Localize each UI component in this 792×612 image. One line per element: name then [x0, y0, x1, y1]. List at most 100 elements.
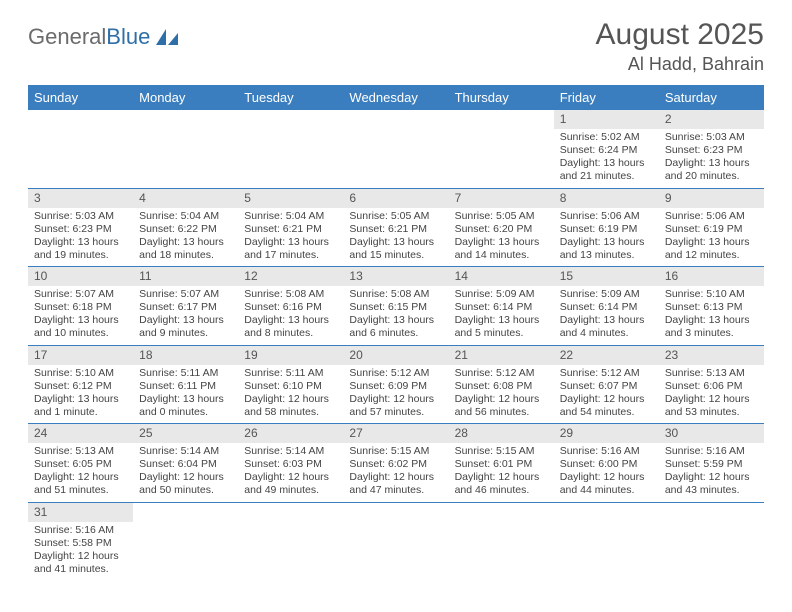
- sunset-line: Sunset: 5:58 PM: [34, 537, 127, 550]
- day-body: Sunrise: 5:12 AMSunset: 6:07 PMDaylight:…: [554, 365, 659, 424]
- sunrise-line: Sunrise: 5:05 AM: [349, 210, 442, 223]
- day-number: 31: [28, 503, 133, 522]
- calendar-cell: 13Sunrise: 5:08 AMSunset: 6:15 PMDayligh…: [343, 267, 448, 346]
- sunrise-line: Sunrise: 5:16 AM: [665, 445, 758, 458]
- calendar-cell: [133, 110, 238, 188]
- sunset-line: Sunset: 6:02 PM: [349, 458, 442, 471]
- sunset-line: Sunset: 6:19 PM: [560, 223, 653, 236]
- sunrise-line: Sunrise: 5:12 AM: [455, 367, 548, 380]
- day-number: 10: [28, 267, 133, 286]
- day-number: 25: [133, 424, 238, 443]
- calendar-cell: [659, 502, 764, 580]
- daylight-line: Daylight: 12 hours and 58 minutes.: [244, 393, 337, 419]
- day-body: Sunrise: 5:15 AMSunset: 6:02 PMDaylight:…: [343, 443, 448, 502]
- sunset-line: Sunset: 6:18 PM: [34, 301, 127, 314]
- day-body: Sunrise: 5:12 AMSunset: 6:09 PMDaylight:…: [343, 365, 448, 424]
- daylight-line: Daylight: 12 hours and 50 minutes.: [139, 471, 232, 497]
- day-number: 27: [343, 424, 448, 443]
- sunrise-line: Sunrise: 5:11 AM: [139, 367, 232, 380]
- sunrise-line: Sunrise: 5:07 AM: [34, 288, 127, 301]
- day-number: 18: [133, 346, 238, 365]
- sunset-line: Sunset: 6:10 PM: [244, 380, 337, 393]
- day-body: Sunrise: 5:08 AMSunset: 6:16 PMDaylight:…: [238, 286, 343, 345]
- day-number: 2: [659, 110, 764, 129]
- calendar-cell: [343, 110, 448, 188]
- day-body: Sunrise: 5:09 AMSunset: 6:14 PMDaylight:…: [449, 286, 554, 345]
- calendar-cell: [238, 110, 343, 188]
- day-number: 9: [659, 189, 764, 208]
- calendar-cell: 25Sunrise: 5:14 AMSunset: 6:04 PMDayligh…: [133, 424, 238, 503]
- day-body: Sunrise: 5:13 AMSunset: 6:06 PMDaylight:…: [659, 365, 764, 424]
- calendar-cell: 15Sunrise: 5:09 AMSunset: 6:14 PMDayligh…: [554, 267, 659, 346]
- daylight-line: Daylight: 13 hours and 1 minute.: [34, 393, 127, 419]
- day-body: Sunrise: 5:05 AMSunset: 6:20 PMDaylight:…: [449, 208, 554, 267]
- sunset-line: Sunset: 6:21 PM: [244, 223, 337, 236]
- sunset-line: Sunset: 6:04 PM: [139, 458, 232, 471]
- sunset-line: Sunset: 6:01 PM: [455, 458, 548, 471]
- daylight-line: Daylight: 12 hours and 49 minutes.: [244, 471, 337, 497]
- calendar-cell: 14Sunrise: 5:09 AMSunset: 6:14 PMDayligh…: [449, 267, 554, 346]
- logo: GeneralBlue: [28, 24, 182, 50]
- sunset-line: Sunset: 6:20 PM: [455, 223, 548, 236]
- sunset-line: Sunset: 6:03 PM: [244, 458, 337, 471]
- daylight-line: Daylight: 13 hours and 0 minutes.: [139, 393, 232, 419]
- day-body: Sunrise: 5:12 AMSunset: 6:08 PMDaylight:…: [449, 365, 554, 424]
- sunrise-line: Sunrise: 5:04 AM: [139, 210, 232, 223]
- day-body: Sunrise: 5:07 AMSunset: 6:17 PMDaylight:…: [133, 286, 238, 345]
- logo-word-1: General: [28, 24, 106, 50]
- day-body: Sunrise: 5:10 AMSunset: 6:12 PMDaylight:…: [28, 365, 133, 424]
- sunrise-line: Sunrise: 5:02 AM: [560, 131, 653, 144]
- day-number: 15: [554, 267, 659, 286]
- day-body: Sunrise: 5:07 AMSunset: 6:18 PMDaylight:…: [28, 286, 133, 345]
- sunrise-line: Sunrise: 5:09 AM: [560, 288, 653, 301]
- calendar-cell: 29Sunrise: 5:16 AMSunset: 6:00 PMDayligh…: [554, 424, 659, 503]
- day-body: Sunrise: 5:04 AMSunset: 6:22 PMDaylight:…: [133, 208, 238, 267]
- day-number: 3: [28, 189, 133, 208]
- daylight-line: Daylight: 12 hours and 43 minutes.: [665, 471, 758, 497]
- calendar-cell: [449, 502, 554, 580]
- daylight-line: Daylight: 12 hours and 47 minutes.: [349, 471, 442, 497]
- day-number: 28: [449, 424, 554, 443]
- day-number: 22: [554, 346, 659, 365]
- daylight-line: Daylight: 13 hours and 6 minutes.: [349, 314, 442, 340]
- sunrise-line: Sunrise: 5:09 AM: [455, 288, 548, 301]
- daylight-line: Daylight: 13 hours and 12 minutes.: [665, 236, 758, 262]
- daylight-line: Daylight: 13 hours and 21 minutes.: [560, 157, 653, 183]
- sunset-line: Sunset: 6:24 PM: [560, 144, 653, 157]
- weekday-header: Wednesday: [343, 85, 448, 110]
- day-number: 13: [343, 267, 448, 286]
- calendar-cell: [449, 110, 554, 188]
- calendar-cell: 30Sunrise: 5:16 AMSunset: 5:59 PMDayligh…: [659, 424, 764, 503]
- calendar-cell: 12Sunrise: 5:08 AMSunset: 6:16 PMDayligh…: [238, 267, 343, 346]
- sunrise-line: Sunrise: 5:11 AM: [244, 367, 337, 380]
- calendar-cell: 21Sunrise: 5:12 AMSunset: 6:08 PMDayligh…: [449, 345, 554, 424]
- day-body: Sunrise: 5:13 AMSunset: 6:05 PMDaylight:…: [28, 443, 133, 502]
- calendar-cell: 7Sunrise: 5:05 AMSunset: 6:20 PMDaylight…: [449, 188, 554, 267]
- day-number: 14: [449, 267, 554, 286]
- day-body: Sunrise: 5:05 AMSunset: 6:21 PMDaylight:…: [343, 208, 448, 267]
- daylight-line: Daylight: 13 hours and 9 minutes.: [139, 314, 232, 340]
- calendar-cell: 6Sunrise: 5:05 AMSunset: 6:21 PMDaylight…: [343, 188, 448, 267]
- calendar-cell: 19Sunrise: 5:11 AMSunset: 6:10 PMDayligh…: [238, 345, 343, 424]
- daylight-line: Daylight: 12 hours and 46 minutes.: [455, 471, 548, 497]
- daylight-line: Daylight: 13 hours and 14 minutes.: [455, 236, 548, 262]
- sunrise-line: Sunrise: 5:10 AM: [34, 367, 127, 380]
- weekday-header: Tuesday: [238, 85, 343, 110]
- daylight-line: Daylight: 12 hours and 51 minutes.: [34, 471, 127, 497]
- daylight-line: Daylight: 13 hours and 8 minutes.: [244, 314, 337, 340]
- daylight-line: Daylight: 13 hours and 17 minutes.: [244, 236, 337, 262]
- sunset-line: Sunset: 6:09 PM: [349, 380, 442, 393]
- day-number: 1: [554, 110, 659, 129]
- day-number: 12: [238, 267, 343, 286]
- day-number: 6: [343, 189, 448, 208]
- sunset-line: Sunset: 6:23 PM: [665, 144, 758, 157]
- day-body: Sunrise: 5:03 AMSunset: 6:23 PMDaylight:…: [28, 208, 133, 267]
- sunrise-line: Sunrise: 5:12 AM: [560, 367, 653, 380]
- calendar-cell: 9Sunrise: 5:06 AMSunset: 6:19 PMDaylight…: [659, 188, 764, 267]
- sunset-line: Sunset: 6:22 PM: [139, 223, 232, 236]
- sunset-line: Sunset: 6:06 PM: [665, 380, 758, 393]
- day-number: 7: [449, 189, 554, 208]
- calendar-cell: 31Sunrise: 5:16 AMSunset: 5:58 PMDayligh…: [28, 502, 133, 580]
- calendar-cell: 4Sunrise: 5:04 AMSunset: 6:22 PMDaylight…: [133, 188, 238, 267]
- calendar-table: SundayMondayTuesdayWednesdayThursdayFrid…: [28, 85, 764, 580]
